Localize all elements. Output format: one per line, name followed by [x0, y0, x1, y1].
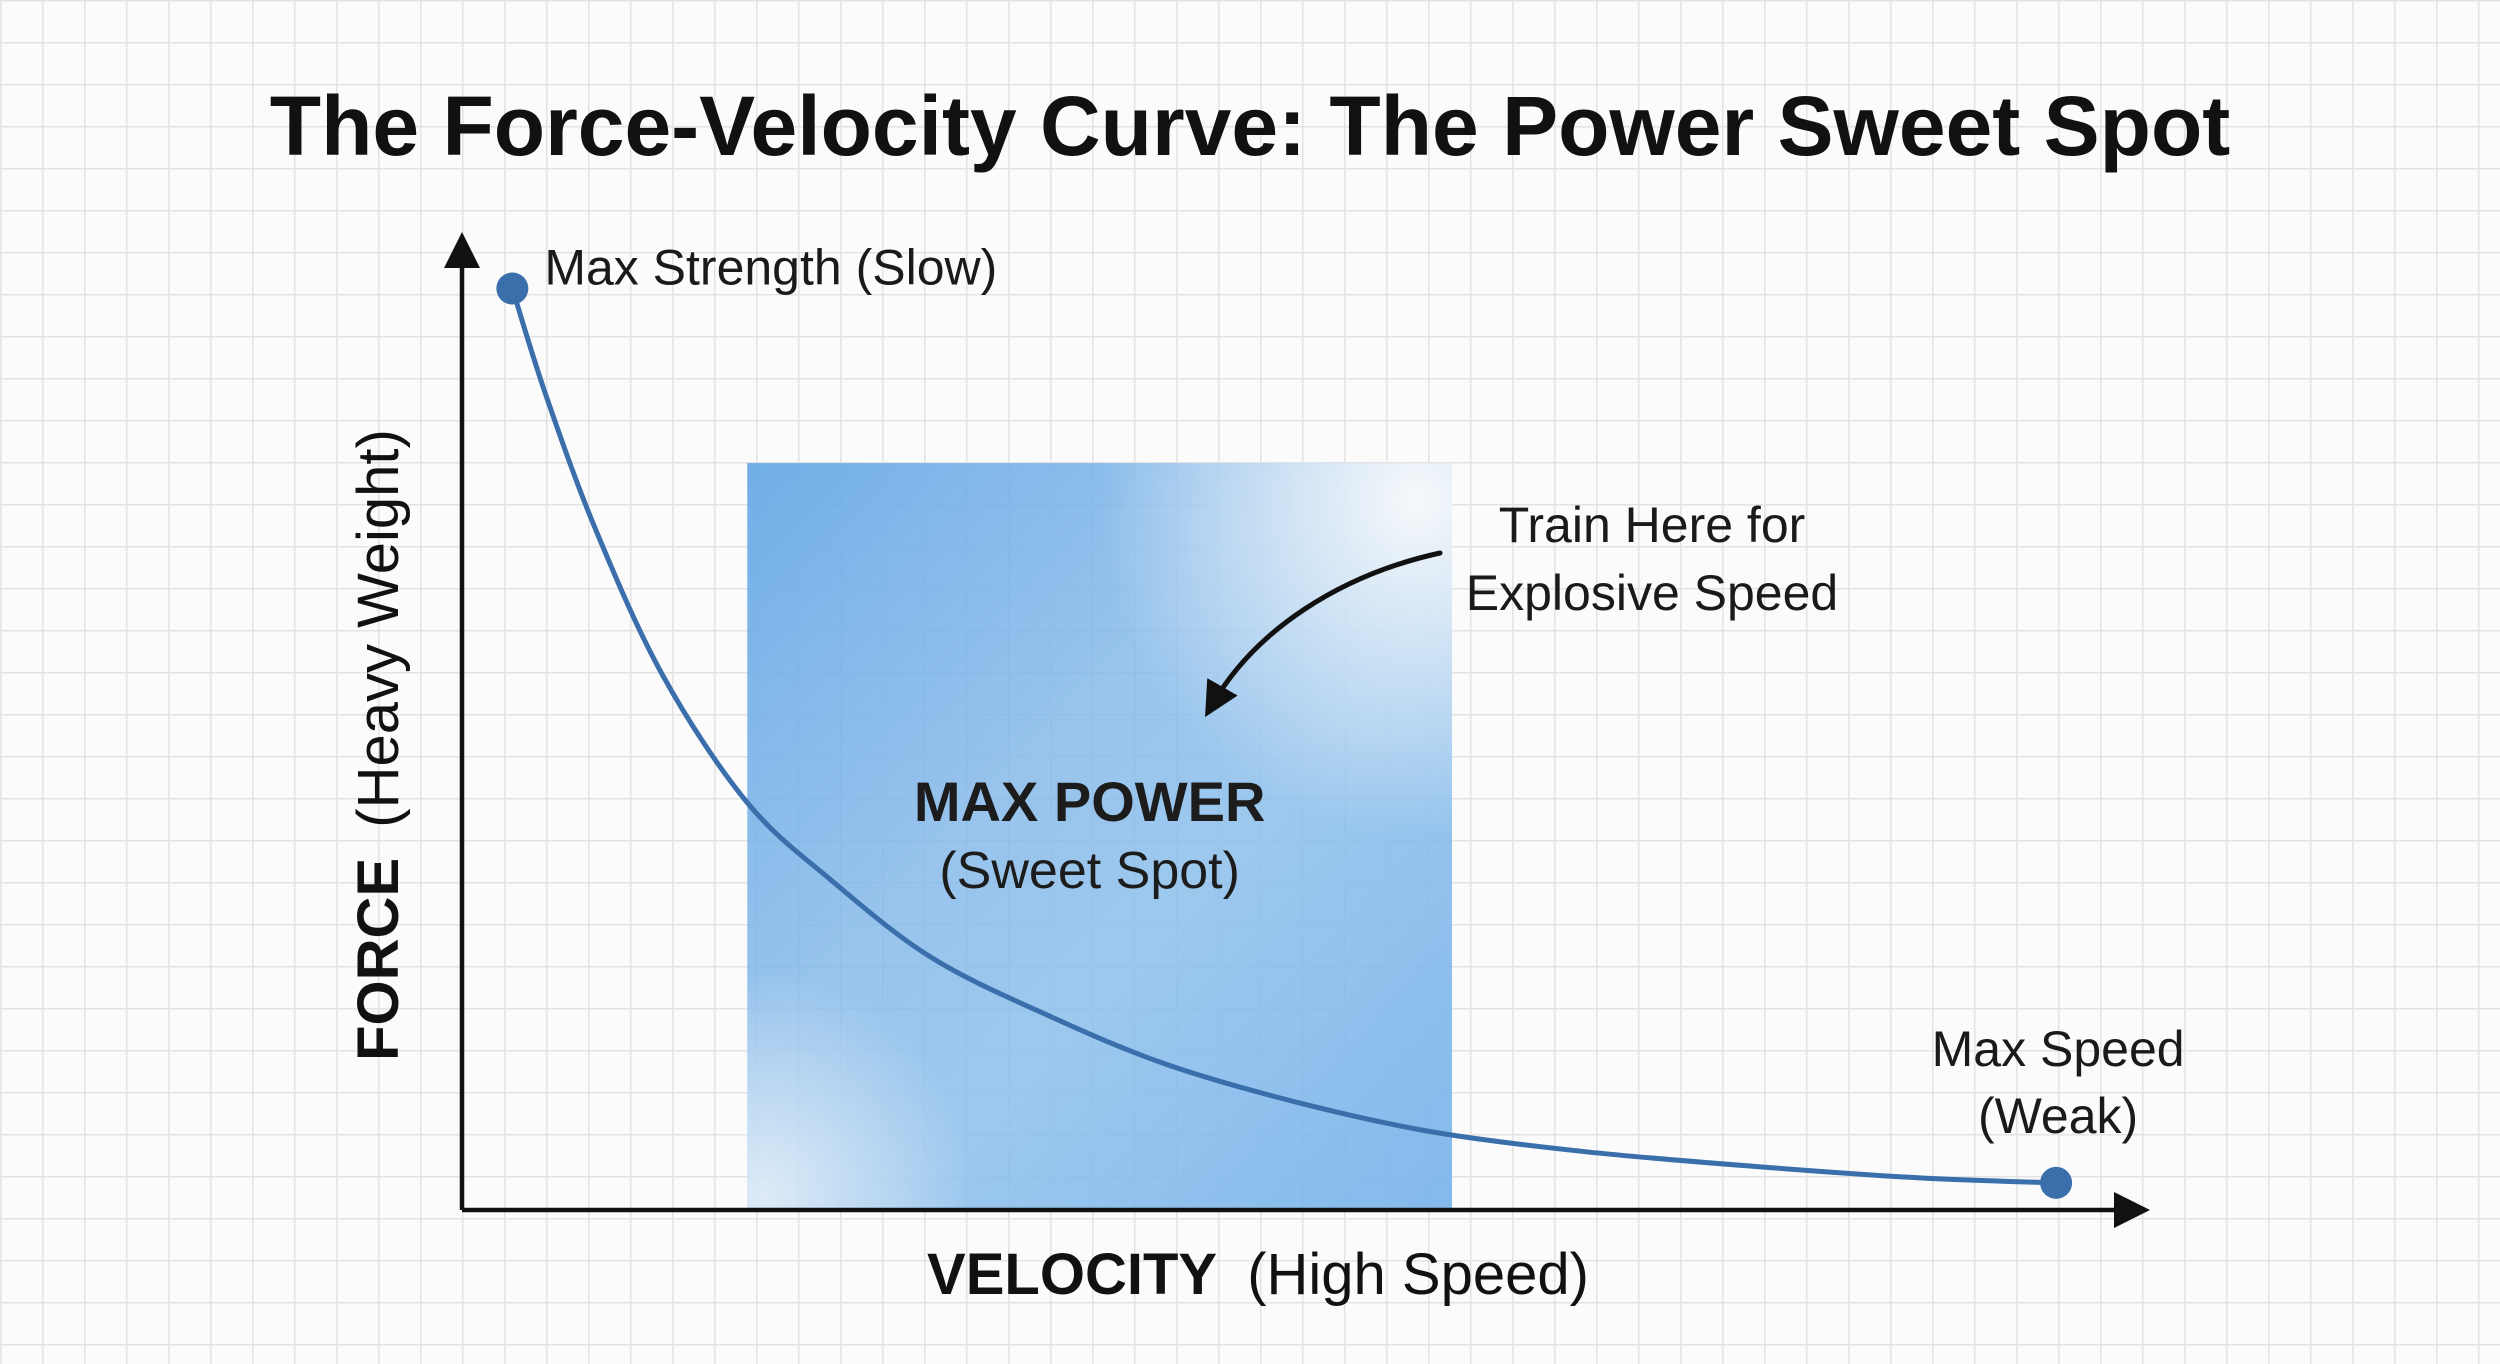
y-axis-title: FORCE (Heavy Weight) — [346, 429, 411, 1061]
annotation-line2: Explosive Speed — [1466, 565, 1838, 621]
max-strength-point — [496, 272, 529, 305]
y-axis-title-bold: FORCE — [346, 858, 411, 1061]
max-speed-point — [2040, 1166, 2073, 1199]
annotation-arrow — [1205, 550, 1443, 718]
max-speed-label-line1: Max Speed — [1932, 1021, 2185, 1077]
x-axis-title: VELOCITY (High Speed) — [927, 1242, 1589, 1307]
max-power-label: MAX POWER — [914, 770, 1266, 833]
max-speed-label-line2: (Weak) — [1978, 1088, 2138, 1144]
max-power-region-fade-bottom — [747, 463, 1453, 1211]
force-velocity-curve — [509, 286, 2059, 1186]
y-axis-title-normal: (Heavy Weight) — [346, 429, 411, 828]
max-power-region — [747, 463, 1453, 1211]
max-strength-label: Max Strength (Slow) — [544, 240, 997, 296]
x-axis-title-bold: VELOCITY — [927, 1242, 1217, 1307]
chart-title: The Force-Velocity Curve: The Power Swee… — [270, 79, 2230, 173]
annotation-line1: Train Here for — [1499, 497, 1806, 553]
x-axis-title-normal: (High Speed) — [1247, 1242, 1589, 1307]
sweet-spot-label: (Sweet Spot) — [939, 842, 1240, 900]
